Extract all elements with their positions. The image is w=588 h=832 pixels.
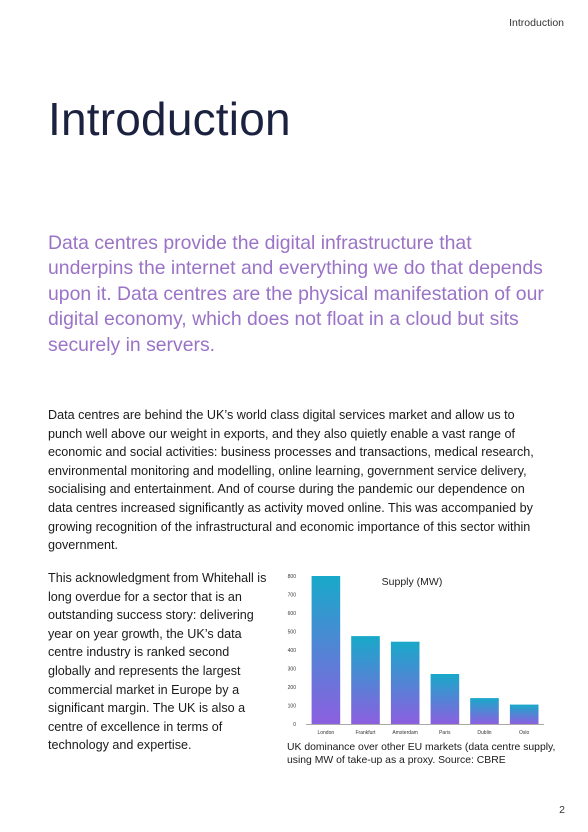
x-tick-label: Oslo	[519, 730, 530, 736]
page-title: Introduction	[48, 93, 291, 145]
y-tick-label: 200	[288, 685, 297, 691]
x-tick-label: Frankfurt	[355, 730, 376, 736]
bar-frankfurt	[351, 636, 380, 724]
y-tick-label: 700	[288, 593, 297, 599]
supply-chart: Supply (MW) 0 100 200 300 400 500 600 700 800 Lo…	[282, 566, 550, 746]
x-tick-label: Amsterdam	[392, 730, 418, 736]
x-axis-labels: London Frankfurt Amsterdam Paris Dublin Oslo	[317, 730, 529, 736]
y-tick-label: 600	[288, 611, 297, 617]
bar-london	[311, 576, 341, 724]
x-tick-label: Dublin	[477, 730, 491, 736]
y-tick-label: 0	[293, 722, 296, 728]
chart-title: Supply (MW)	[382, 576, 443, 588]
body-paragraph: Data centres are behind the UK’s world c…	[48, 408, 534, 553]
chart-caption: UK dominance over other EU markets (data…	[287, 742, 556, 767]
running-header: Introduction	[509, 17, 564, 29]
x-tick-label: Paris	[439, 730, 451, 736]
bar-dublin	[470, 698, 499, 724]
lead-paragraph: Data centres provide the digital infrast…	[48, 232, 544, 356]
x-tick-label: London	[317, 730, 334, 736]
y-tick-label: 800	[288, 574, 297, 580]
bar-chart: Supply (MW) 0 100 200 300 400 500 600 700 800 Lo…	[288, 574, 544, 736]
bar-amsterdam	[390, 641, 420, 724]
y-tick-label: 500	[288, 630, 297, 636]
bars	[311, 576, 539, 724]
y-axis: 0 100 200 300 400 500 600 700 800	[288, 574, 544, 728]
bar-paris	[430, 674, 460, 724]
column-paragraph: This acknowledgment from Whitehall is lo…	[48, 571, 267, 753]
bar-oslo	[509, 704, 539, 724]
y-tick-label: 100	[288, 704, 297, 710]
y-tick-label: 300	[288, 667, 297, 673]
y-tick-label: 400	[288, 648, 297, 654]
page-number: 2	[559, 804, 565, 816]
